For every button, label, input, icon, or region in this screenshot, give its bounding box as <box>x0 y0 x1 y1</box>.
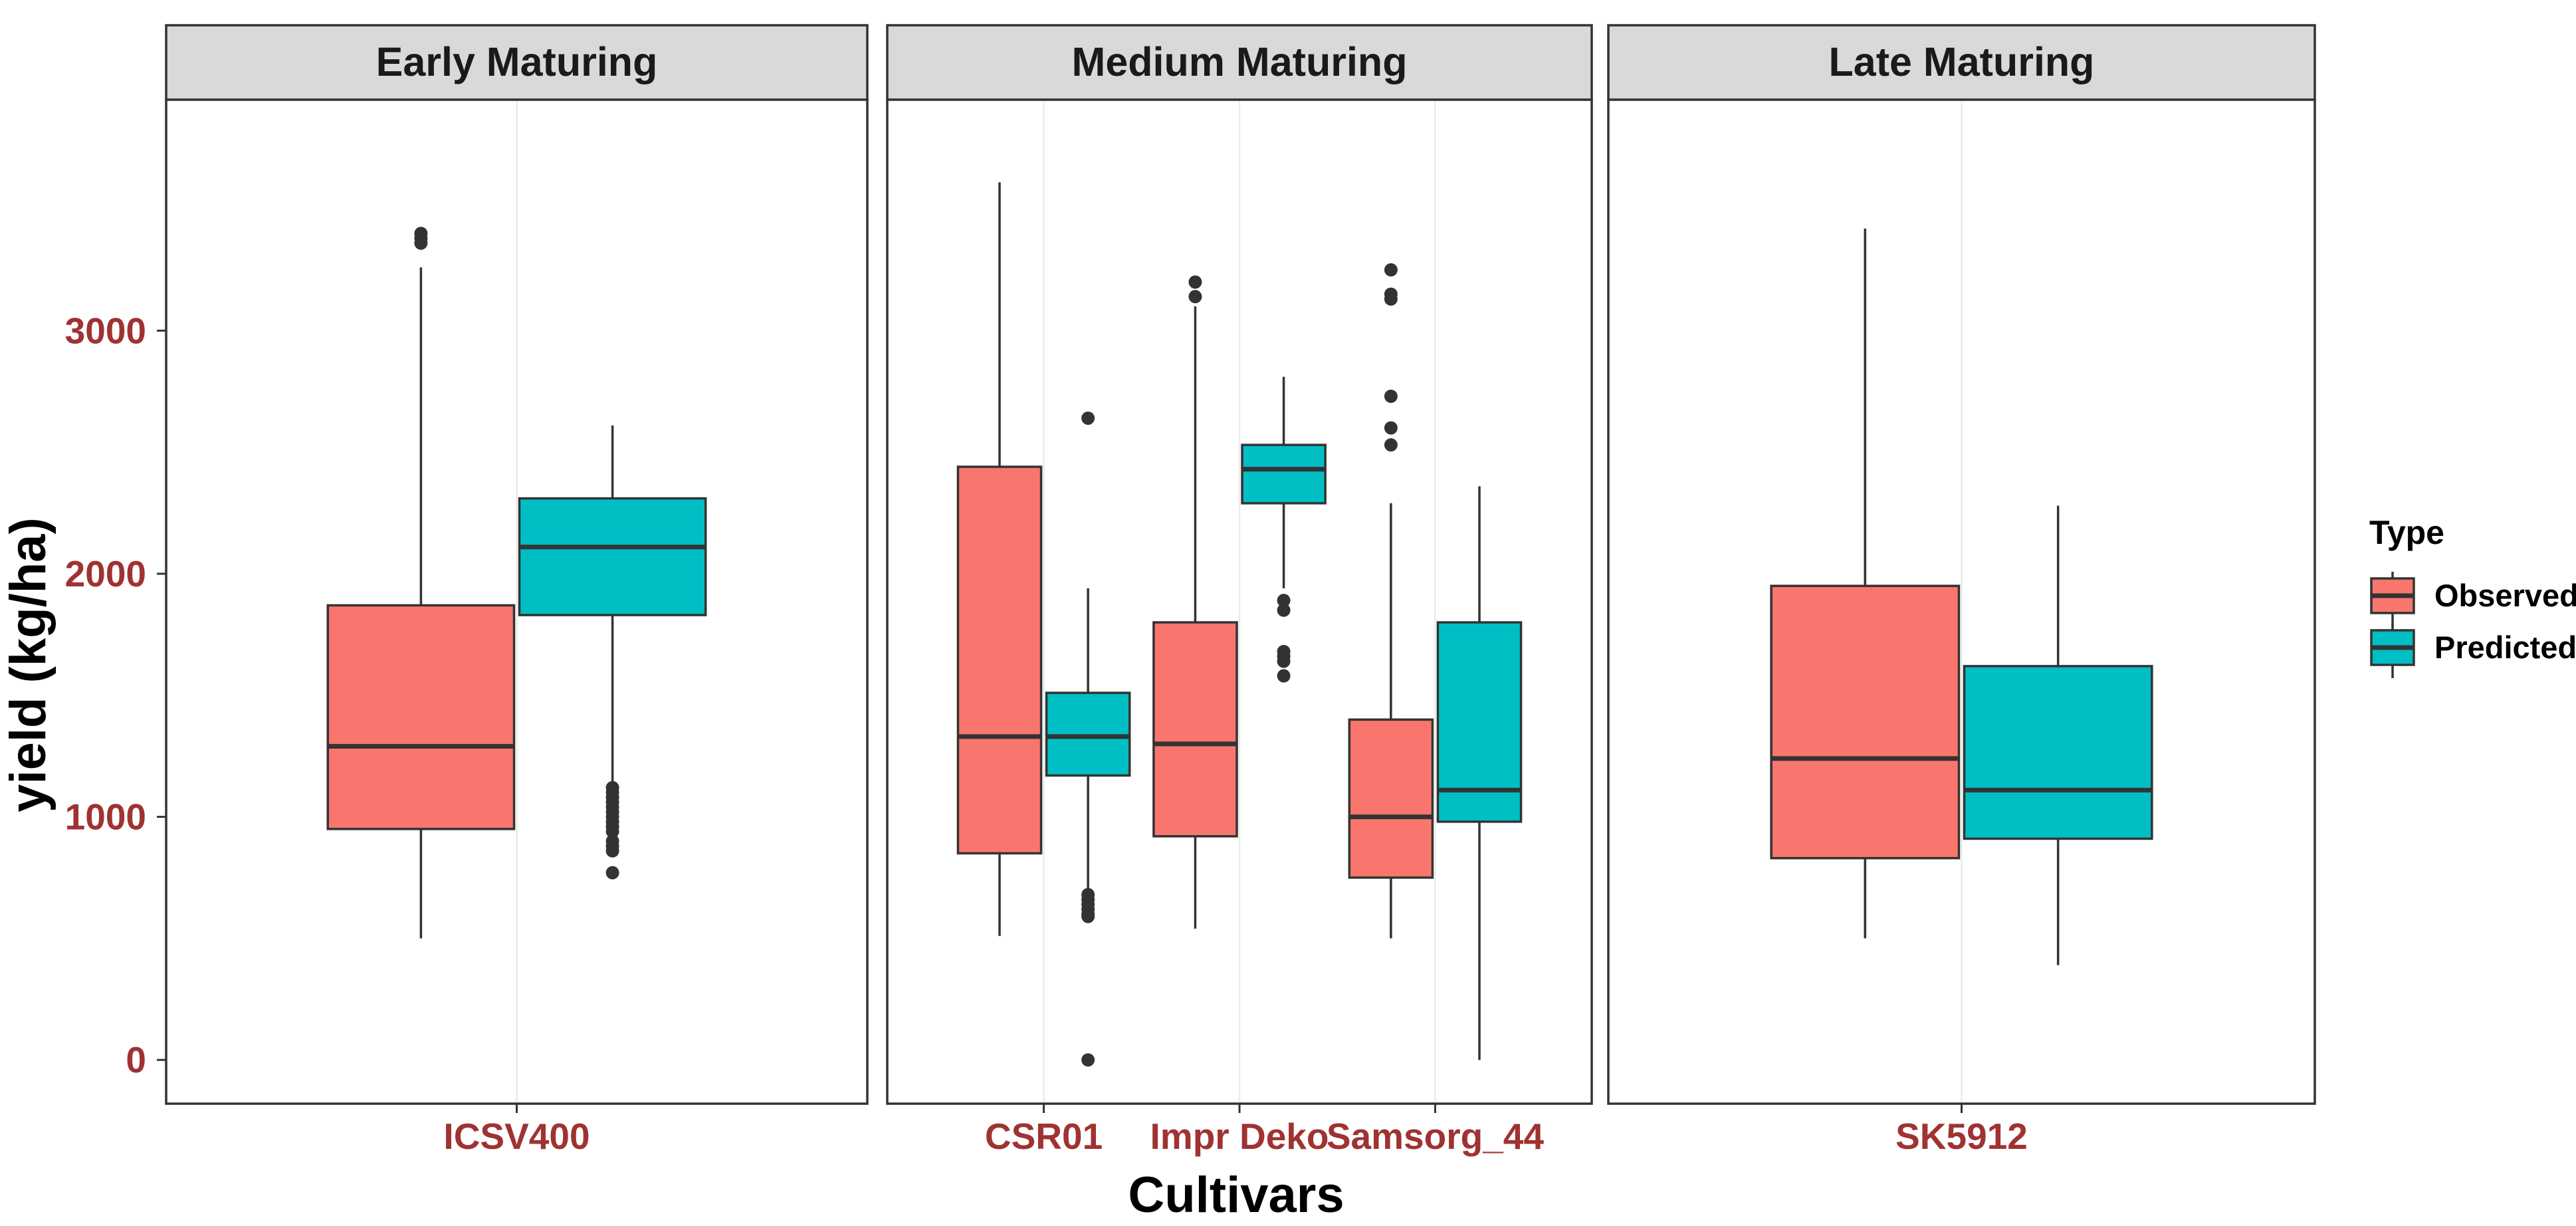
box-observed <box>956 182 1043 936</box>
iqr-box <box>1963 665 2153 840</box>
x-tick-label: CSR01 <box>985 1116 1103 1157</box>
y-tick-label: 3000 <box>65 310 146 351</box>
y-tick-label: 1000 <box>65 797 146 838</box>
outlier-point <box>605 866 619 880</box>
box-observed <box>1348 263 1434 939</box>
outlier-point <box>1188 290 1202 304</box>
outlier-point <box>1188 275 1202 289</box>
facet-strip-label: Early Maturing <box>376 39 658 84</box>
facet-strip-label: Late Maturing <box>1829 39 2095 84</box>
box-predicted <box>1963 505 2153 965</box>
iqr-box <box>956 465 1043 855</box>
iqr-box <box>326 604 516 830</box>
y-tick-label: 0 <box>126 1039 146 1080</box>
box-predicted <box>518 425 707 880</box>
legend-item-observed: Observed <box>2370 572 2576 626</box>
outlier-point <box>1384 390 1398 404</box>
box-observed <box>326 227 516 939</box>
facet-strip-label: Medium Maturing <box>1072 39 1408 84</box>
facet-panel: Early Maturing ICSV400 <box>165 24 869 1157</box>
y-axis-title: yield (kg/ha) <box>0 517 56 812</box>
iqr-box <box>518 497 707 616</box>
legend-label: Predicted <box>2434 630 2576 665</box>
box-observed <box>1770 228 1961 939</box>
facet-panels: Early Maturing ICSV400 Medium Maturing CSR0… <box>165 24 2316 1157</box>
x-tick-label: Samsorg_44 <box>1327 1116 1545 1157</box>
outlier-point <box>1277 669 1291 683</box>
outlier-point <box>1384 263 1398 277</box>
box-predicted <box>1045 411 1131 1067</box>
x-tick-label: Impr Deko <box>1150 1116 1329 1157</box>
legend: Type Observed Predicted <box>2369 514 2576 678</box>
box-predicted <box>1241 376 1327 683</box>
iqr-box <box>1152 621 1238 838</box>
outlier-point <box>605 844 619 858</box>
legend-title: Type <box>2369 514 2444 551</box>
outlier-point <box>1277 654 1291 668</box>
outlier-point <box>1384 287 1398 301</box>
x-tick-label: ICSV400 <box>443 1116 590 1157</box>
y-tick-label: 2000 <box>65 553 146 594</box>
facet-strip <box>886 24 1593 101</box>
iqr-box <box>1045 691 1131 777</box>
legend-label: Observed <box>2434 578 2576 613</box>
outlier-point <box>1384 421 1398 435</box>
facet-strip <box>1607 24 2316 101</box>
outlier-point <box>1277 594 1291 608</box>
legend-item-predicted: Predicted <box>2370 624 2576 678</box>
outlier-point <box>1384 438 1398 452</box>
y-axis: 0 1000 2000 3000 <box>65 310 166 1080</box>
outlier-point <box>605 824 619 838</box>
outlier-point <box>1081 411 1095 425</box>
facet-panel: Late Maturing SK5912 <box>1607 24 2316 1157</box>
box-observed <box>1152 275 1238 929</box>
x-tick-label: SK5912 <box>1895 1116 2028 1157</box>
outlier-point <box>1081 910 1095 923</box>
iqr-box <box>1348 718 1434 879</box>
iqr-box <box>1770 584 1961 860</box>
outlier-point <box>1277 603 1291 617</box>
x-axis-title: Cultivars <box>1128 1167 1344 1223</box>
outlier-point <box>414 227 428 241</box>
outlier-point <box>1081 1053 1095 1067</box>
box-predicted <box>1436 486 1523 1060</box>
iqr-box <box>1241 443 1327 505</box>
facet-strip <box>165 24 869 101</box>
